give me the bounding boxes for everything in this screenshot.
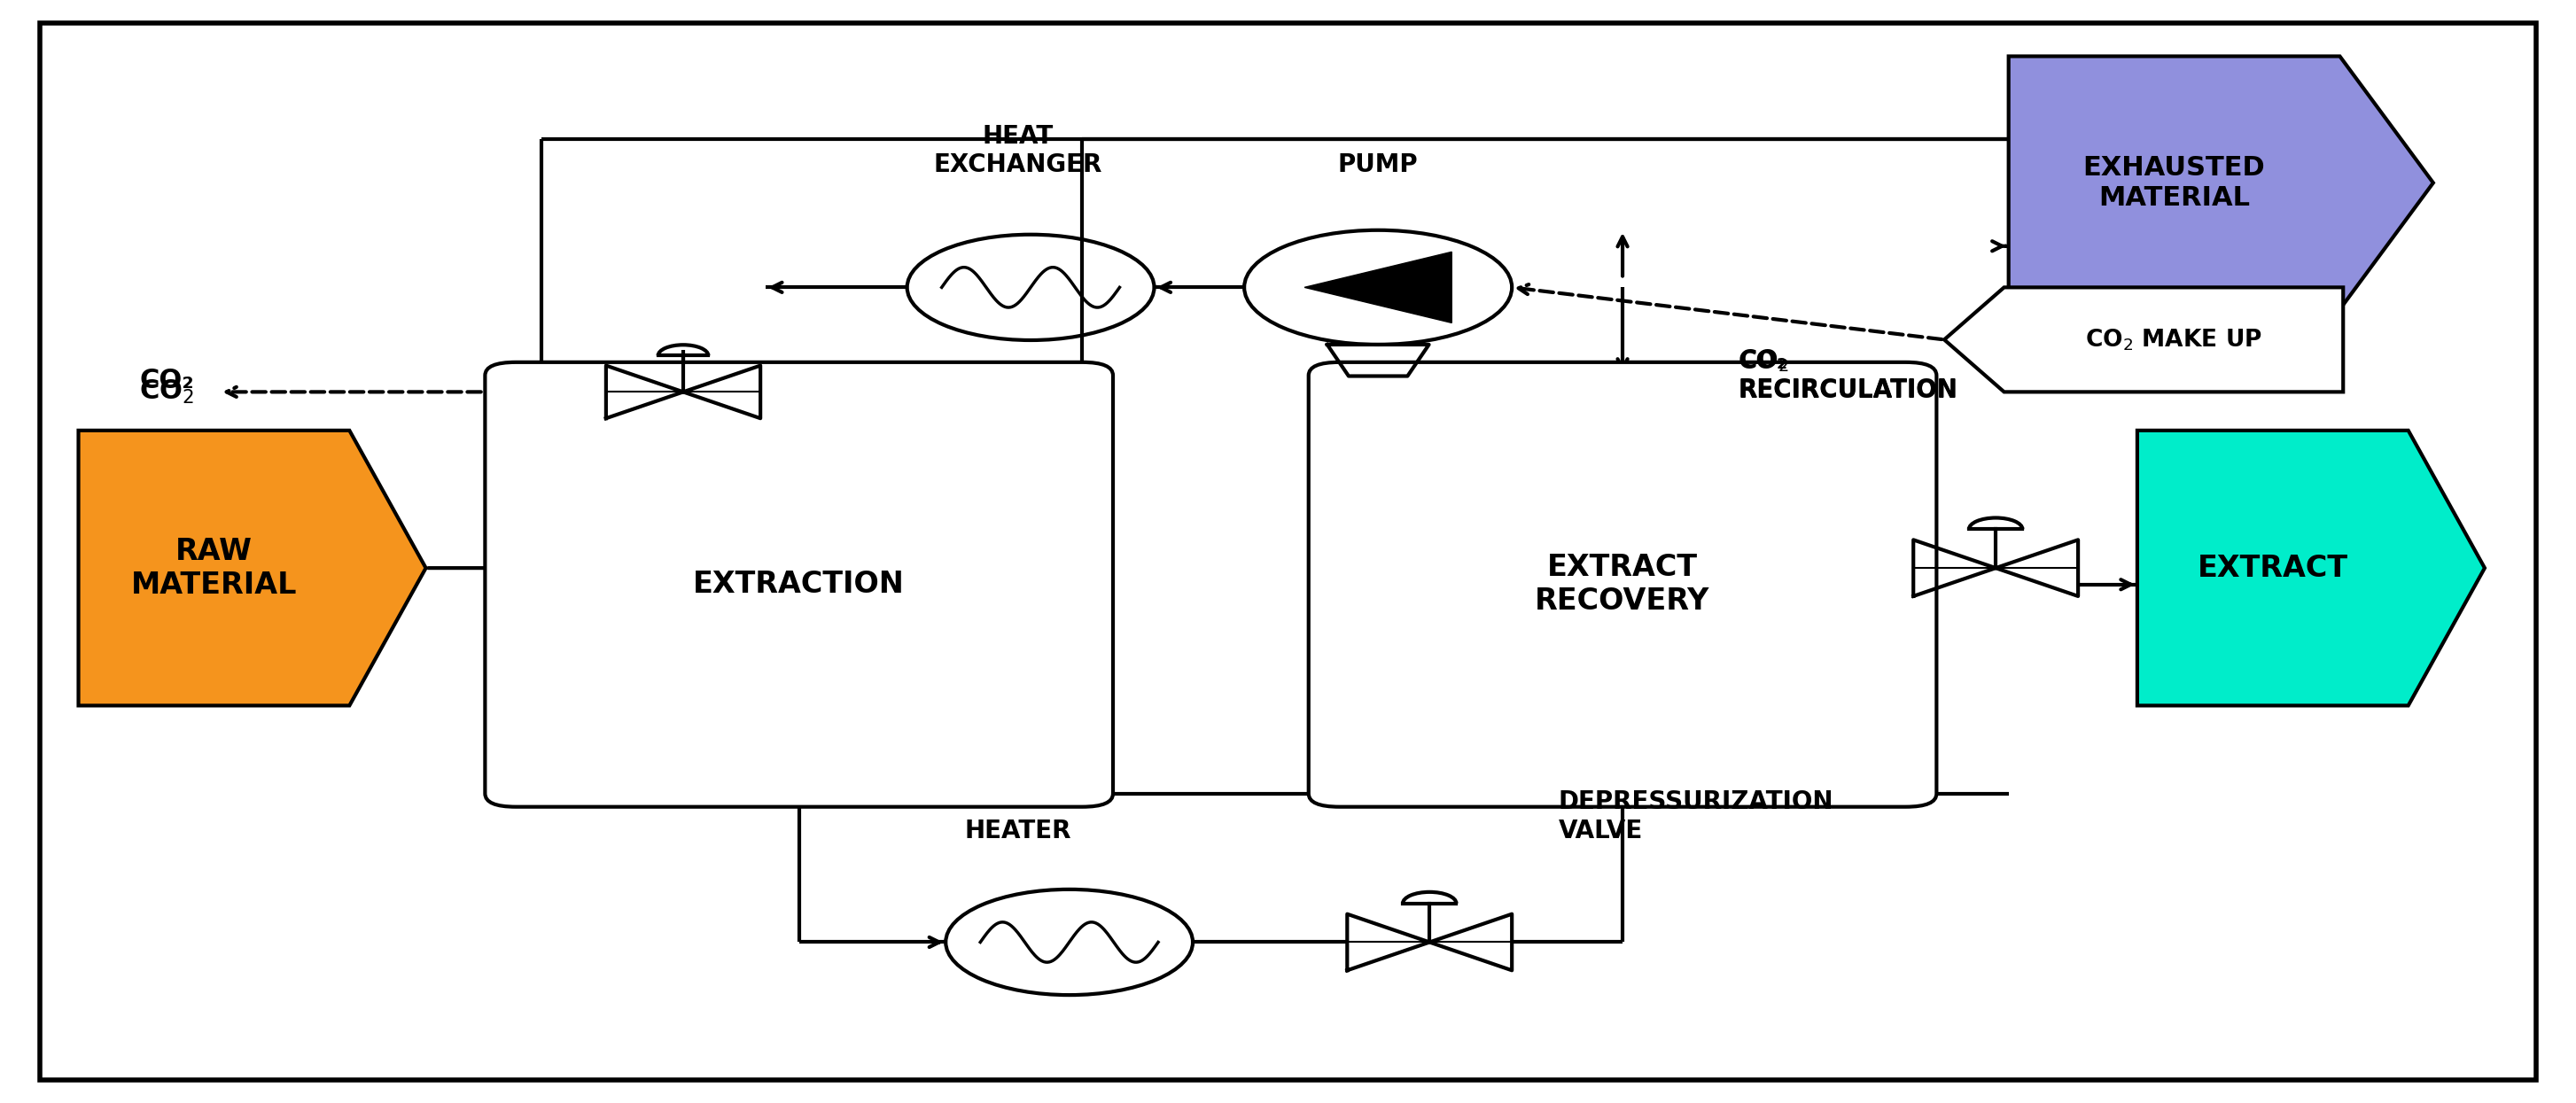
Text: EXTRACT: EXTRACT	[2197, 554, 2349, 582]
Text: EXHAUSTED
MATERIAL: EXHAUSTED MATERIAL	[2084, 156, 2264, 211]
Text: CO$_2$: CO$_2$	[139, 378, 193, 406]
Text: EXTRACT
RECOVERY: EXTRACT RECOVERY	[1535, 553, 1710, 617]
FancyBboxPatch shape	[1309, 362, 1937, 806]
Text: CO₂: CO₂	[139, 368, 193, 394]
FancyBboxPatch shape	[484, 362, 1113, 806]
Text: HEAT
EXCHANGER: HEAT EXCHANGER	[933, 124, 1103, 178]
Text: HEATER: HEATER	[963, 818, 1072, 843]
Polygon shape	[2138, 430, 2486, 706]
Text: CO₂
RECIRCULATION: CO₂ RECIRCULATION	[1739, 349, 1958, 403]
Polygon shape	[1945, 288, 2344, 392]
Polygon shape	[1303, 251, 1453, 323]
Text: EXTRACTION: EXTRACTION	[693, 570, 904, 599]
Polygon shape	[2009, 56, 2434, 309]
Text: DEPRESSURIZATION
VALVE: DEPRESSURIZATION VALVE	[1558, 790, 1834, 843]
Text: RAW
MATERIAL: RAW MATERIAL	[131, 536, 296, 600]
Polygon shape	[77, 430, 425, 706]
Text: PUMP: PUMP	[1337, 152, 1419, 178]
Text: CO$_2$
RECIRCULATION: CO$_2$ RECIRCULATION	[1739, 347, 1958, 403]
Text: CO$_2$ MAKE UP: CO$_2$ MAKE UP	[2084, 326, 2262, 352]
